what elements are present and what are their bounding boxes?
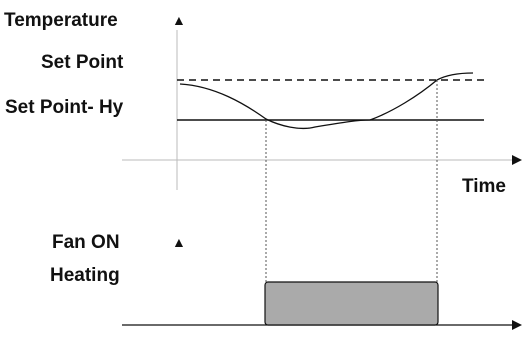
temperature-label: Temperature [4,10,118,31]
time-axis-arrow [512,155,522,165]
fan-axis-arrow: ▲ [172,234,186,250]
temperature-curve [179,72,474,130]
temperature-axis-arrow: ▲ [172,12,186,28]
set-point-label: Set Point [41,52,124,73]
heating-on-block [264,281,439,326]
fan-time-axis-arrow [512,320,522,330]
fan-on-label: Fan ON [52,232,120,253]
heating-label: Heating [50,265,120,286]
time-label: Time [462,176,506,197]
set-point-hy-label: Set Point- Hy [5,97,124,118]
